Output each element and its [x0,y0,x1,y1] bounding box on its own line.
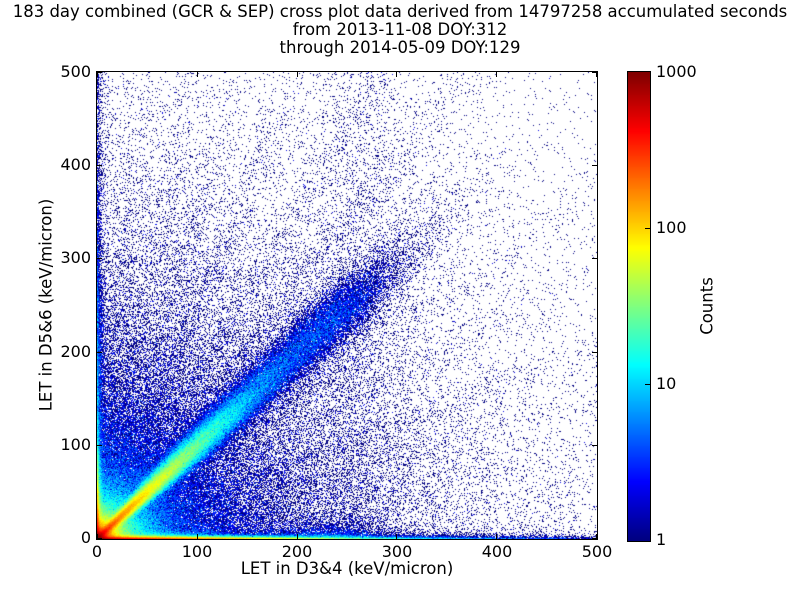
x-tick-top [396,72,397,77]
title-line-1: 183 day combined (GCR & SEP) cross plot … [12,2,788,21]
density-plot-canvas [97,72,597,539]
colorbar-gradient-canvas [628,72,650,541]
x-tick [496,534,497,539]
x-tick-label: 400 [481,542,513,561]
x-tick-top [596,72,597,77]
plot-frame [96,71,598,540]
y-tick-label: 300 [60,248,91,267]
x-tick-top [496,72,497,77]
y-tick-right [592,72,597,73]
x-tick [596,534,597,539]
x-tick-label: 100 [181,542,213,561]
y-tick-right [592,258,597,259]
y-tick [97,352,102,353]
x-tick-top [97,72,98,77]
y-tick-label: 0 [80,528,91,547]
x-tick [297,534,298,539]
colorbar-tick [645,384,650,385]
colorbar-tick [645,228,650,229]
x-tick-label: 200 [281,542,313,561]
colorbar-label: Counts [697,277,717,335]
y-tick [97,445,102,446]
x-tick-top [297,72,298,77]
title-line-3: through 2014-05-09 DOY:129 [279,38,521,57]
x-tick-label: 300 [381,542,413,561]
x-tick [396,534,397,539]
y-tick [97,538,102,539]
y-tick-label: 500 [60,62,91,81]
y-tick-right [592,352,597,353]
chart-title: 183 day combined (GCR & SEP) cross plot … [0,3,800,57]
y-tick [97,165,102,166]
y-tick-right [592,538,597,539]
y-tick [97,258,102,259]
x-tick-label: 0 [91,542,103,561]
y-tick-label: 400 [60,155,91,174]
y-tick-right [592,445,597,446]
x-tick-top [197,72,198,77]
colorbar-tick-label: 1000 [656,62,697,81]
y-tick [97,72,102,73]
y-tick-label: 100 [60,435,91,454]
colorbar-tick-label: 1 [656,530,667,549]
x-tick [197,534,198,539]
x-tick-label: 500 [581,542,613,561]
y-tick-label: 200 [60,342,91,361]
x-tick [97,534,98,539]
colorbar [627,71,651,542]
y-axis-label: LET in D5&6 (keV/micron) [36,198,56,412]
y-tick-right [592,165,597,166]
colorbar-tick-label: 10 [656,374,677,393]
x-axis-label: LET in D3&4 (keV/micron) [240,559,454,578]
title-line-2: from 2013-11-08 DOY:312 [292,20,508,39]
colorbar-tick-label: 100 [656,218,687,237]
